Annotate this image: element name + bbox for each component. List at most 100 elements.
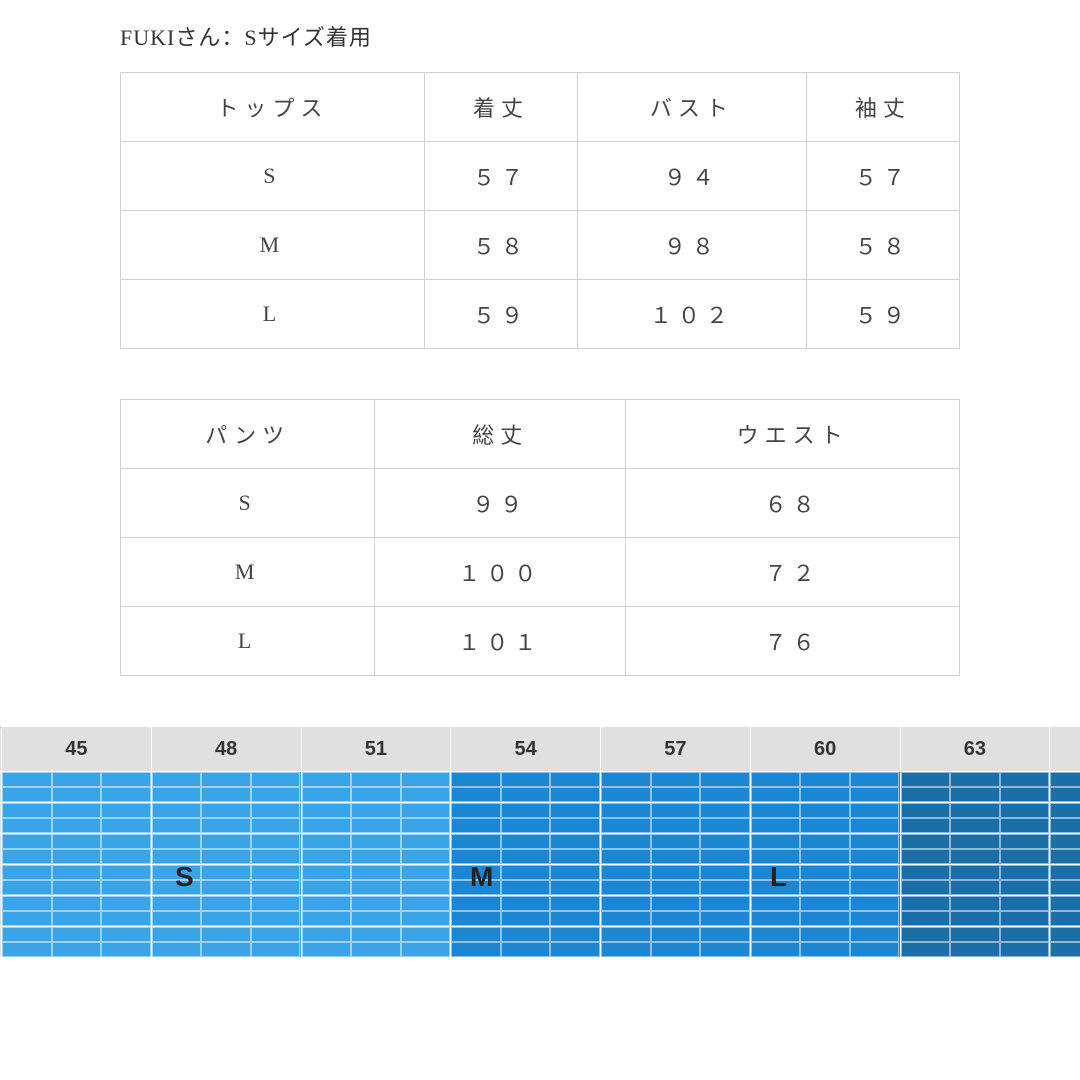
table-row: S５７９４５７	[121, 142, 960, 211]
table-cell: ５８	[806, 211, 959, 280]
pants-size-table: パンツ総丈ウエスト S９９６８M１００７２L１０１７６	[120, 399, 960, 676]
table-cell: １０２	[578, 280, 807, 349]
table-cell: ７６	[626, 607, 960, 676]
table-cell: ９８	[578, 211, 807, 280]
weight-header: 54	[451, 727, 601, 772]
chart-row: 166-170	[0, 896, 1080, 927]
chart-cell	[750, 927, 900, 958]
chart-cell	[451, 896, 601, 927]
chart-cell	[2, 927, 152, 958]
weight-header: 57	[601, 727, 751, 772]
tops-col-header: トップス	[121, 73, 425, 142]
chart-cell	[601, 772, 751, 803]
weight-header: 66	[1050, 727, 1080, 772]
pants-col-header: 総丈	[375, 400, 626, 469]
chart-cell	[451, 927, 601, 958]
chart-cell	[750, 834, 900, 865]
table-cell: M	[121, 211, 425, 280]
pants-col-header: ウエスト	[626, 400, 960, 469]
chart-cell	[301, 896, 451, 927]
table-cell: ５７	[424, 142, 577, 211]
size-chart-container: 体重(kg)身長(cm)4548515457606366 146-150151-…	[0, 726, 1080, 958]
chart-cell	[151, 896, 301, 927]
table-cell: １０１	[375, 607, 626, 676]
chart-cell	[301, 772, 451, 803]
table-cell: ５７	[806, 142, 959, 211]
weight-header: 60	[750, 727, 900, 772]
pants-col-header: パンツ	[121, 400, 375, 469]
chart-row: 151-155	[0, 803, 1080, 834]
chart-cell	[1050, 927, 1080, 958]
table-cell: １００	[375, 538, 626, 607]
chart-cell	[151, 865, 301, 896]
chart-cell	[750, 896, 900, 927]
weight-header: 48	[151, 727, 301, 772]
table-row: M５８９８５８	[121, 211, 960, 280]
chart-cell	[2, 772, 152, 803]
chart-cell	[750, 772, 900, 803]
chart-cell	[900, 865, 1050, 896]
chart-cell	[601, 803, 751, 834]
chart-cell	[1050, 865, 1080, 896]
chart-cell	[301, 865, 451, 896]
chart-cell	[900, 803, 1050, 834]
chart-cell	[900, 772, 1050, 803]
chart-cell	[301, 927, 451, 958]
table-cell: ７２	[626, 538, 960, 607]
chart-cell	[151, 927, 301, 958]
chart-cell	[601, 896, 751, 927]
chart-cell	[900, 896, 1050, 927]
table-cell: L	[121, 280, 425, 349]
table-row: M１００７２	[121, 538, 960, 607]
table-cell: M	[121, 538, 375, 607]
chart-row: 156-160	[0, 834, 1080, 865]
weight-header: 45	[2, 727, 152, 772]
chart-cell	[750, 803, 900, 834]
chart-cell	[2, 803, 152, 834]
chart-cell	[451, 772, 601, 803]
chart-cell	[1050, 834, 1080, 865]
table-cell: L	[121, 607, 375, 676]
table-row: S９９６８	[121, 469, 960, 538]
tops-col-header: 着丈	[424, 73, 577, 142]
chart-cell	[601, 834, 751, 865]
chart-cell	[1050, 803, 1080, 834]
chart-cell	[601, 927, 751, 958]
table-cell: ５９	[806, 280, 959, 349]
chart-cell	[301, 803, 451, 834]
tops-size-table: トップス着丈バスト袖丈 S５７９４５７M５８９８５８L５９１０２５９	[120, 72, 960, 349]
chart-cell	[750, 865, 900, 896]
table-row: L５９１０２５９	[121, 280, 960, 349]
chart-cell	[2, 896, 152, 927]
chart-cell	[1050, 772, 1080, 803]
chart-row: 171-175	[0, 927, 1080, 958]
chart-cell	[151, 772, 301, 803]
chart-cell	[451, 834, 601, 865]
chart-cell	[2, 834, 152, 865]
chart-cell	[1050, 896, 1080, 927]
weight-header: 63	[900, 727, 1050, 772]
table-cell: ９４	[578, 142, 807, 211]
chart-row: 161-165	[0, 865, 1080, 896]
chart-cell	[2, 865, 152, 896]
table-cell: ５８	[424, 211, 577, 280]
chart-cell	[601, 865, 751, 896]
table-row: L１０１７６	[121, 607, 960, 676]
chart-cell	[451, 803, 601, 834]
table-cell: ６８	[626, 469, 960, 538]
tops-col-header: バスト	[578, 73, 807, 142]
chart-cell	[151, 834, 301, 865]
page-title: FUKIさん：Sサイズ着用	[120, 20, 960, 52]
chart-cell	[151, 803, 301, 834]
table-cell: S	[121, 142, 425, 211]
table-cell: S	[121, 469, 375, 538]
tops-col-header: 袖丈	[806, 73, 959, 142]
table-cell: ５９	[424, 280, 577, 349]
chart-row: 146-150	[0, 772, 1080, 803]
chart-cell	[900, 834, 1050, 865]
table-cell: ９９	[375, 469, 626, 538]
chart-cell	[301, 834, 451, 865]
weight-header: 51	[301, 727, 451, 772]
size-chart: 体重(kg)身長(cm)4548515457606366 146-150151-…	[0, 726, 1080, 958]
chart-cell	[900, 927, 1050, 958]
